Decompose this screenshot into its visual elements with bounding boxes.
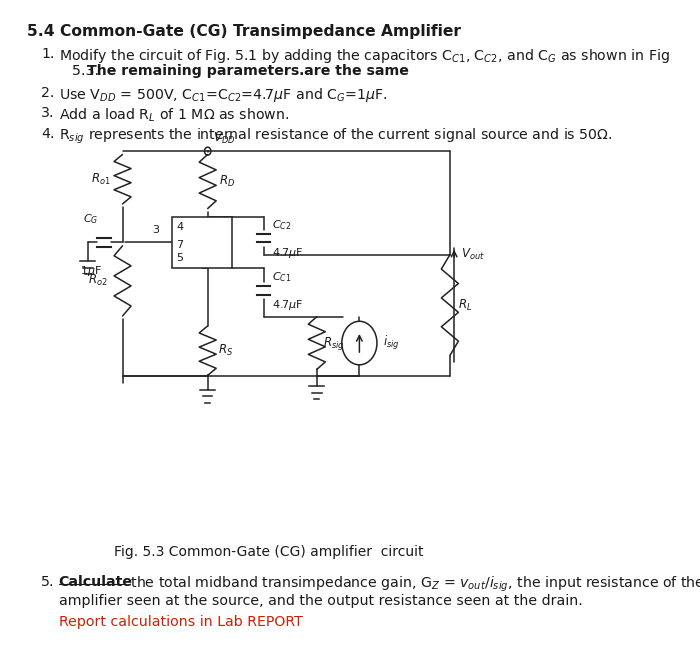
Text: amplifier seen at the source, and the output resistance seen at the drain.: amplifier seen at the source, and the ou… xyxy=(59,594,582,608)
Text: $R_D$: $R_D$ xyxy=(219,174,235,189)
Text: Fig. 5.3 Common-Gate (CG) amplifier  circuit: Fig. 5.3 Common-Gate (CG) amplifier circ… xyxy=(114,545,424,559)
Text: 3: 3 xyxy=(152,225,159,235)
Text: $C_{C1}$: $C_{C1}$ xyxy=(272,270,291,284)
Text: 1.: 1. xyxy=(41,47,55,61)
Text: Report calculations in Lab REPORT: Report calculations in Lab REPORT xyxy=(59,614,302,628)
Text: $V_{out}$: $V_{out}$ xyxy=(461,247,484,262)
Text: $i_{sig}$: $i_{sig}$ xyxy=(384,334,400,352)
Bar xyxy=(172,217,232,268)
Text: $R_{o1}$: $R_{o1}$ xyxy=(90,172,111,187)
Text: 3.: 3. xyxy=(41,106,55,120)
Text: R$_{sig}$ represents the internal resistance of the current signal source and is: R$_{sig}$ represents the internal resist… xyxy=(59,127,612,146)
Text: 5.3.: 5.3. xyxy=(72,64,104,78)
Text: 4: 4 xyxy=(176,222,183,232)
Text: 5: 5 xyxy=(176,253,183,263)
Text: $R_{o2}$: $R_{o2}$ xyxy=(88,273,108,289)
Text: 4.: 4. xyxy=(41,127,55,141)
Text: $R_L$: $R_L$ xyxy=(458,297,472,313)
Text: Add a load R$_L$ of 1 M$\Omega$ as shown.: Add a load R$_L$ of 1 M$\Omega$ as shown… xyxy=(59,106,289,124)
Text: the total midband transimpedance gain, G$_Z$ = $v_{out}/i_{sig}$, the input resi: the total midband transimpedance gain, G… xyxy=(126,575,700,595)
Text: Modify the circuit of Fig. 5.1 by adding the capacitors C$_{C1}$, C$_{C2}$, and : Modify the circuit of Fig. 5.1 by adding… xyxy=(59,47,669,65)
Text: Use V$_{DD}$ = 500V, C$_{C1}$=C$_{C2}$=4.7$\mu$F and C$_G$=1$\mu$F.: Use V$_{DD}$ = 500V, C$_{C1}$=C$_{C2}$=4… xyxy=(59,86,387,104)
Text: 2.: 2. xyxy=(41,86,55,100)
Text: 7: 7 xyxy=(176,240,183,250)
Text: The remaining parameters are the same: The remaining parameters are the same xyxy=(87,64,409,78)
Text: .: . xyxy=(298,64,304,78)
Text: 4.7$\mu$F: 4.7$\mu$F xyxy=(272,298,303,312)
Text: 4.7$\mu$F: 4.7$\mu$F xyxy=(272,246,303,260)
Text: 5.4 Common-Gate (CG) Transimpedance Amplifier: 5.4 Common-Gate (CG) Transimpedance Ampl… xyxy=(27,24,461,39)
Text: $R_{sig}$: $R_{sig}$ xyxy=(323,334,345,352)
Text: $C_{C2}$: $C_{C2}$ xyxy=(272,218,291,231)
Text: Calculate: Calculate xyxy=(59,575,133,589)
Text: $R_S$: $R_S$ xyxy=(218,343,234,358)
Text: 1$\mu$F: 1$\mu$F xyxy=(80,263,101,277)
Text: $C_G$: $C_G$ xyxy=(83,212,98,226)
Text: 5.: 5. xyxy=(41,575,55,589)
Text: $V_{DD}$: $V_{DD}$ xyxy=(213,131,235,146)
